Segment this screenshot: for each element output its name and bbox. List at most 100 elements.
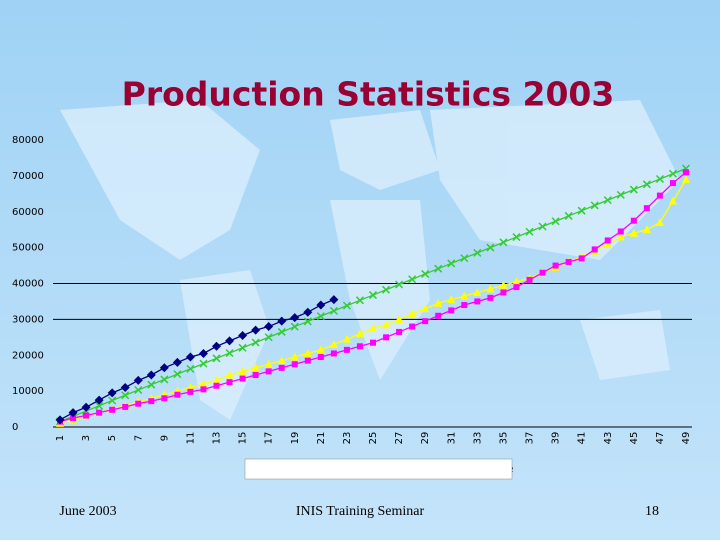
marker bbox=[383, 334, 390, 341]
marker bbox=[551, 217, 560, 226]
y-tick-label: 50000 bbox=[12, 243, 44, 254]
marker bbox=[265, 368, 272, 375]
marker bbox=[290, 352, 299, 361]
marker bbox=[316, 345, 325, 354]
marker bbox=[95, 401, 104, 410]
marker bbox=[629, 185, 638, 194]
marker bbox=[447, 259, 456, 268]
x-tick-label: 3 bbox=[81, 435, 92, 441]
marker bbox=[226, 379, 233, 386]
marker bbox=[370, 339, 376, 346]
marker bbox=[382, 320, 391, 329]
marker bbox=[212, 375, 221, 384]
legend-box bbox=[244, 458, 513, 480]
marker bbox=[213, 382, 220, 389]
marker bbox=[643, 205, 650, 212]
marker bbox=[682, 174, 690, 183]
marker bbox=[185, 352, 195, 362]
marker bbox=[109, 406, 116, 413]
marker bbox=[329, 306, 338, 315]
marker bbox=[487, 294, 494, 301]
marker bbox=[329, 295, 339, 305]
marker bbox=[368, 291, 378, 300]
marker bbox=[616, 232, 625, 241]
y-tick-label: 0 bbox=[12, 422, 18, 433]
marker bbox=[603, 239, 612, 248]
marker bbox=[473, 248, 482, 257]
marker bbox=[526, 276, 533, 283]
marker bbox=[199, 379, 208, 388]
marker bbox=[290, 322, 299, 331]
marker bbox=[669, 180, 676, 187]
marker bbox=[500, 289, 507, 296]
marker bbox=[277, 356, 286, 365]
chart-title: Production Statistics 2003 bbox=[122, 75, 615, 114]
y-tick-label: 60000 bbox=[12, 207, 44, 218]
marker bbox=[421, 269, 430, 278]
y-tick-label: 30000 bbox=[12, 314, 44, 325]
marker bbox=[329, 339, 338, 348]
marker bbox=[421, 304, 430, 313]
x-tick-label: 21 bbox=[316, 432, 327, 445]
marker bbox=[134, 385, 143, 395]
x-tick-label: 1 bbox=[55, 435, 66, 441]
marker bbox=[683, 169, 689, 176]
marker bbox=[642, 180, 651, 189]
marker bbox=[642, 225, 651, 234]
marker bbox=[303, 348, 312, 357]
x-tick-label: 11 bbox=[185, 432, 196, 445]
marker bbox=[161, 395, 168, 402]
footer-event: INIS Training Seminar bbox=[296, 504, 425, 519]
x-tick-label: 29 bbox=[420, 432, 431, 445]
marker bbox=[238, 366, 247, 375]
y-tick-label: 20000 bbox=[12, 350, 44, 361]
marker bbox=[251, 363, 260, 372]
marker bbox=[316, 300, 326, 310]
marker bbox=[629, 228, 638, 237]
marker bbox=[212, 354, 221, 363]
marker bbox=[512, 233, 521, 242]
marker bbox=[668, 196, 677, 205]
marker bbox=[147, 380, 156, 389]
marker bbox=[409, 323, 416, 330]
marker bbox=[317, 354, 324, 361]
marker bbox=[616, 190, 625, 199]
marker bbox=[303, 307, 313, 317]
marker bbox=[304, 357, 311, 364]
x-tick-label: 17 bbox=[264, 432, 275, 445]
marker bbox=[96, 409, 103, 416]
marker bbox=[187, 388, 194, 395]
marker bbox=[251, 338, 260, 347]
marker bbox=[513, 284, 520, 291]
marker bbox=[159, 363, 169, 373]
marker bbox=[604, 237, 611, 244]
marker bbox=[499, 238, 508, 247]
marker bbox=[198, 348, 208, 358]
marker bbox=[83, 412, 90, 419]
marker bbox=[68, 408, 78, 418]
x-tick-label: 31 bbox=[446, 432, 457, 445]
x-tick-label: 45 bbox=[629, 432, 640, 445]
x-tick-label: 37 bbox=[525, 432, 536, 445]
marker bbox=[264, 359, 273, 368]
marker bbox=[225, 336, 235, 346]
marker bbox=[422, 318, 429, 325]
marker bbox=[486, 284, 495, 293]
marker bbox=[200, 386, 207, 393]
marker bbox=[408, 275, 417, 284]
marker bbox=[590, 201, 599, 210]
marker bbox=[342, 301, 351, 310]
marker bbox=[395, 280, 404, 289]
marker bbox=[303, 317, 312, 326]
marker bbox=[435, 312, 442, 319]
marker bbox=[460, 291, 469, 300]
marker bbox=[135, 400, 142, 407]
marker bbox=[81, 402, 91, 412]
x-tick-label: 19 bbox=[290, 432, 301, 445]
footer-date: June 2003 bbox=[59, 504, 116, 519]
marker bbox=[277, 327, 286, 336]
marker bbox=[264, 333, 273, 342]
marker bbox=[290, 313, 300, 323]
marker bbox=[552, 262, 559, 269]
marker bbox=[591, 246, 598, 253]
